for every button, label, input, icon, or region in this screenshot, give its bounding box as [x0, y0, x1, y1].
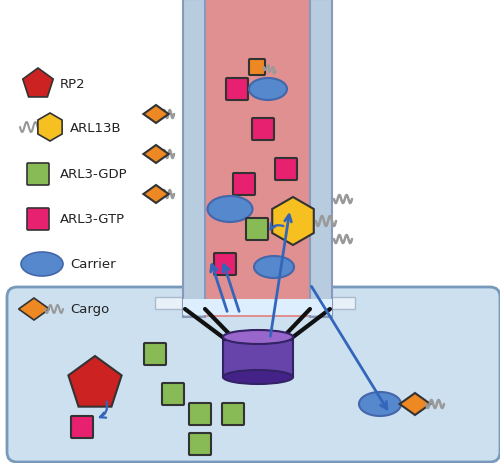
FancyBboxPatch shape [7, 288, 500, 462]
FancyBboxPatch shape [252, 119, 274, 141]
Bar [205, 0, 310, 317]
FancyBboxPatch shape [214, 253, 236, 275]
Polygon shape [23, 69, 53, 98]
Polygon shape [400, 393, 430, 415]
Text: ARL3-GDP: ARL3-GDP [60, 168, 128, 181]
Ellipse shape [223, 330, 293, 344]
Polygon shape [144, 186, 169, 204]
Bar [183, 300, 332, 315]
FancyBboxPatch shape [222, 403, 244, 425]
Text: RP2: RP2 [60, 78, 86, 91]
FancyBboxPatch shape [249, 60, 265, 76]
Text: Carrier: Carrier [70, 258, 116, 271]
Ellipse shape [223, 370, 293, 384]
FancyBboxPatch shape [246, 219, 268, 240]
Bar [155, 297, 355, 309]
Bar [310, 0, 332, 317]
FancyBboxPatch shape [189, 403, 211, 425]
FancyBboxPatch shape [189, 433, 211, 455]
FancyBboxPatch shape [226, 79, 248, 101]
Ellipse shape [249, 79, 287, 101]
Bar [183, 0, 205, 317]
FancyBboxPatch shape [233, 174, 255, 195]
Polygon shape [144, 146, 169, 163]
FancyBboxPatch shape [144, 343, 166, 365]
FancyBboxPatch shape [71, 416, 93, 438]
Ellipse shape [208, 197, 252, 223]
Bar [223, 337, 293, 377]
Text: ARL13B: ARL13B [70, 121, 122, 134]
FancyBboxPatch shape [162, 383, 184, 405]
Ellipse shape [254, 257, 294, 278]
Polygon shape [68, 356, 122, 407]
Polygon shape [18, 298, 50, 320]
FancyBboxPatch shape [27, 208, 49, 231]
Text: ARL3-GTP: ARL3-GTP [60, 213, 125, 226]
FancyBboxPatch shape [27, 163, 49, 186]
Ellipse shape [21, 252, 63, 276]
Text: Cargo: Cargo [70, 303, 109, 316]
FancyBboxPatch shape [275, 159, 297, 181]
Ellipse shape [359, 392, 401, 416]
Polygon shape [144, 106, 169, 124]
Polygon shape [272, 198, 314, 245]
Polygon shape [38, 114, 62, 142]
